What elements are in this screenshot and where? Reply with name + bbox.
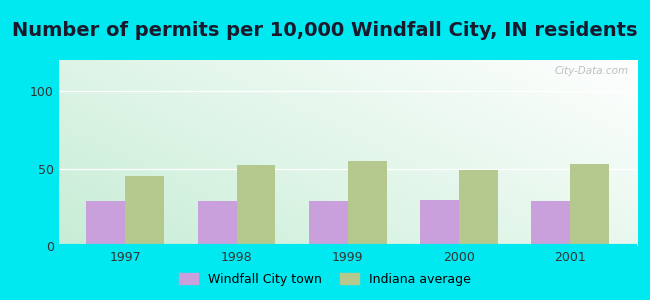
Bar (420, 200, 459, 246)
Bar (459, 170, 498, 246)
Bar (237, 165, 276, 246)
Bar (198, 201, 237, 246)
Bar (531, 201, 570, 246)
Bar (309, 201, 348, 246)
Bar (86, 201, 125, 246)
Text: City-Data.com: City-Data.com (554, 66, 629, 76)
Legend: Windfall City town, Indiana average: Windfall City town, Indiana average (174, 268, 476, 291)
Text: Number of permits per 10,000 Windfall City, IN residents: Number of permits per 10,000 Windfall Ci… (12, 21, 638, 40)
Bar (125, 176, 164, 246)
Bar (348, 161, 387, 246)
Bar (570, 164, 609, 246)
